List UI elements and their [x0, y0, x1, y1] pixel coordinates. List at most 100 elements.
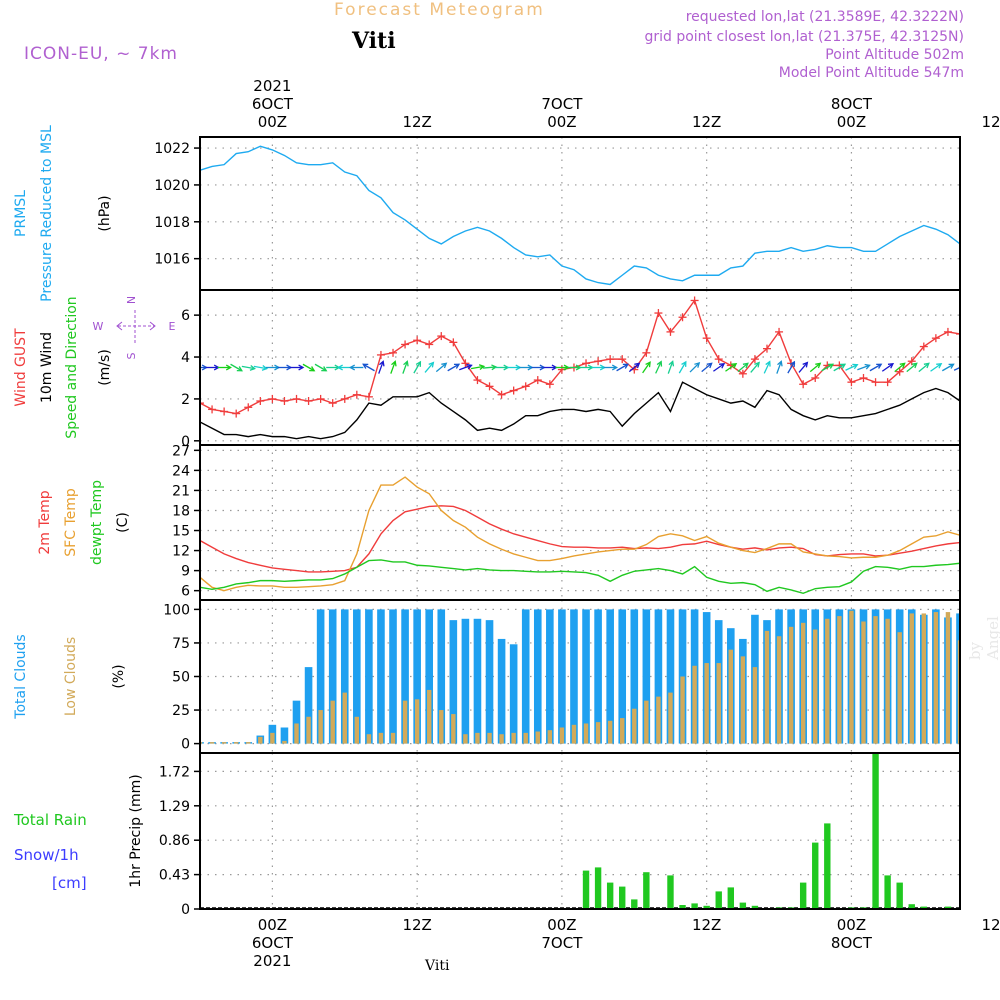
gust-marker — [642, 348, 651, 357]
arrow-shaft — [725, 363, 737, 372]
arrow-shaft — [667, 361, 674, 374]
arrow-shaft — [894, 362, 906, 373]
top-time-label: 8OCT — [831, 95, 873, 113]
gust-marker — [678, 313, 687, 322]
total-cloud-bar — [521, 609, 530, 744]
arrow-head — [973, 365, 978, 370]
rain-bar — [667, 875, 674, 909]
total-cloud-bar — [558, 609, 566, 744]
arrow-head — [478, 364, 486, 371]
wind-direction-arrow — [459, 363, 473, 371]
arrow-shaft — [302, 363, 315, 372]
total-cloud-bar — [449, 620, 458, 744]
grid-point-coords: grid point closest lon,lat (21.375E, 42.… — [644, 29, 964, 45]
y-axis-label: Pressure Reduced to MSL — [39, 125, 55, 302]
arrow-shaft — [689, 362, 700, 373]
rain-bar — [739, 902, 747, 909]
arrow-shaft — [616, 363, 629, 372]
low-cloud-bar — [957, 640, 960, 744]
wind-direction-arrow — [894, 362, 906, 373]
gust-marker — [714, 355, 723, 364]
wind-direction-arrow — [519, 364, 534, 371]
arrow-shaft — [978, 366, 991, 369]
arrow-head — [887, 362, 895, 369]
arrow-head — [348, 364, 356, 371]
wind-direction-arrow — [833, 363, 847, 372]
arrow-shaft — [413, 361, 421, 374]
y-tick-label: 0 — [181, 737, 190, 753]
total-cloud-bar — [425, 609, 434, 744]
series-line-sfc-temp — [200, 476, 960, 592]
low-cloud-bar — [607, 720, 613, 744]
wind-direction-arrow — [402, 360, 409, 374]
y-axis-label: (m/s) — [97, 349, 113, 386]
arrow-head — [336, 364, 343, 371]
gust-marker — [268, 394, 277, 403]
low-cloud-bar — [704, 663, 709, 744]
wind-direction-arrow — [507, 364, 522, 371]
wind-direction-arrow — [591, 364, 606, 371]
total-cloud-bar — [461, 618, 470, 744]
y-tick-label: 0.86 — [159, 833, 190, 849]
gust-marker — [799, 380, 808, 389]
wind-direction-arrow — [230, 363, 243, 372]
y-tick-label: 18 — [172, 503, 190, 519]
wind-direction-arrow — [241, 364, 256, 371]
wind-direction-arrow — [642, 361, 651, 374]
low-cloud-bar — [933, 612, 939, 744]
wind-direction-arrow — [798, 361, 809, 373]
wind-direction-arrow — [990, 365, 1000, 370]
wind-direction-arrow — [953, 366, 960, 371]
low-cloud-bar — [282, 740, 287, 744]
panel-temperature: 6 9 12 15 18 21 24 27 2m Temp SFC Temp dewpt Temp (… — [37, 443, 961, 601]
y-tick-label: 100 — [163, 602, 190, 618]
arrow-head — [378, 360, 385, 367]
y-tick-label: 24 — [172, 463, 190, 479]
arrow-head — [936, 362, 943, 369]
low-cloud-bar — [982, 632, 986, 743]
wind-direction-arrow — [978, 365, 991, 370]
y-tick-label: 12 — [172, 544, 190, 560]
gust-marker — [485, 382, 494, 391]
bottom-time-label: 00Z — [547, 916, 576, 934]
gust-marker — [376, 350, 385, 359]
arrow-shaft — [821, 363, 834, 372]
arrow-head — [986, 365, 991, 370]
wind-direction-arrow — [655, 360, 663, 374]
total-cloud-bar — [582, 609, 590, 744]
low-cloud-bar — [306, 716, 311, 744]
low-cloud-bar — [162, 742, 166, 744]
rain-bar — [824, 823, 831, 909]
wind-direction-arrow — [362, 363, 375, 372]
rain-bar — [679, 905, 686, 909]
total-cloud-bar — [160, 742, 168, 744]
compass-s: S — [125, 352, 138, 359]
low-cloud-bar — [354, 716, 360, 744]
rain-bar — [908, 904, 915, 909]
chart-title: Forecast Meteogram — [334, 0, 545, 20]
gust-marker — [340, 394, 349, 403]
y-tick-label: 4 — [181, 350, 190, 366]
low-cloud-bar — [390, 732, 396, 744]
gust-marker — [364, 392, 373, 401]
arrow-shaft — [857, 364, 870, 371]
arrow-shaft — [953, 366, 960, 371]
wind-direction-arrow — [750, 361, 760, 373]
bottom-time-label: 12Z — [692, 916, 721, 934]
total-cloud-bar — [968, 609, 976, 743]
model-label: ICON-EU, ~ 7km — [24, 44, 178, 64]
wind-direction-arrow — [763, 360, 771, 374]
top-time-label: 2021 — [253, 77, 291, 95]
arrow-head — [153, 365, 158, 370]
wind-direction-arrow — [628, 362, 641, 373]
low-cloud-bar — [752, 667, 758, 744]
wind-direction-arrow — [737, 362, 749, 373]
arrow-head — [428, 361, 435, 368]
arrow-shaft — [447, 363, 460, 372]
wind-direction-arrow — [881, 362, 895, 372]
low-cloud-bar — [873, 616, 878, 744]
gust-marker — [654, 309, 663, 318]
low-cloud-bar — [137, 705, 141, 744]
wind-direction-arrow — [531, 364, 546, 371]
